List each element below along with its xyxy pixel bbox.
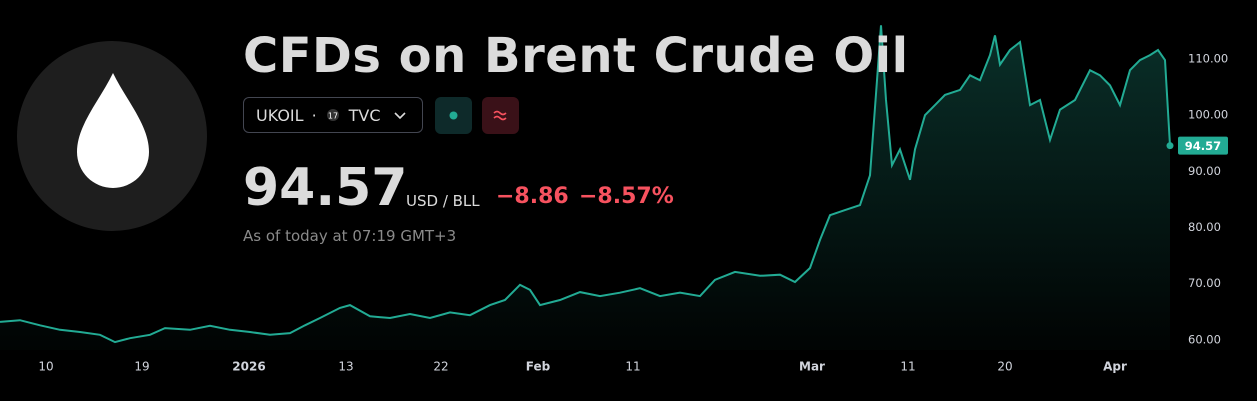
- cfd-icon: [493, 110, 507, 121]
- x-tick-label: 11: [900, 360, 915, 374]
- y-tick-label: 110.00: [1188, 51, 1228, 65]
- title: CFDs on Brent Crude Oil: [243, 28, 909, 84]
- oil-drop: [77, 73, 149, 188]
- y-tick-label: 90.00: [1188, 164, 1221, 178]
- status-icon: [449, 111, 458, 120]
- cfd-button[interactable]: [482, 97, 519, 134]
- x-tick-label: 22: [433, 360, 448, 374]
- x-tick-label: Feb: [526, 360, 551, 374]
- x-tick-label: 10: [38, 360, 53, 374]
- price-line: [0, 25, 1171, 344]
- status-button[interactable]: [435, 97, 472, 134]
- x-tick-label: 13: [338, 360, 353, 374]
- price-tag: [1178, 136, 1228, 155]
- x-tick-label: 2026: [232, 360, 265, 374]
- svg-text:17: 17: [328, 112, 338, 121]
- price-area: [0, 25, 1170, 351]
- price: 94.57: [243, 158, 408, 218]
- logo: [17, 41, 207, 231]
- x-tick-label: 20: [997, 360, 1012, 374]
- change: −8.86: [496, 184, 569, 209]
- price-tag-label: 94.57: [1185, 139, 1221, 153]
- x-tick-label: 11: [625, 360, 640, 374]
- separator: ·: [311, 105, 317, 125]
- change-percent: −8.57%: [579, 184, 674, 209]
- symbol: UKOIL: [256, 105, 304, 125]
- last-point: [1166, 142, 1174, 150]
- symbol-selector[interactable]: UKOIL · 17 TVC: [243, 97, 423, 133]
- y-tick-label: 80.00: [1188, 220, 1221, 234]
- exchange: TVC: [348, 105, 381, 125]
- as-of: As of today at 07:19 GMT+3: [243, 227, 457, 245]
- plot: 60.00 70.00 80.00 90.00 100.00 110.00 10 19 2026…: [0, 25, 1228, 374]
- x-tick-label: Mar: [799, 360, 825, 374]
- chevron: [393, 112, 406, 120]
- y-tick-label: 60.00: [1188, 332, 1221, 346]
- x-tick-label: Apr: [1103, 360, 1127, 374]
- y-tick-label: 100.00: [1188, 108, 1228, 122]
- unit: USD / BLL: [406, 192, 480, 210]
- tv-icon: 17: [326, 109, 339, 121]
- x-tick-label: 19: [134, 360, 149, 374]
- y-tick-label: 70.00: [1188, 276, 1221, 290]
